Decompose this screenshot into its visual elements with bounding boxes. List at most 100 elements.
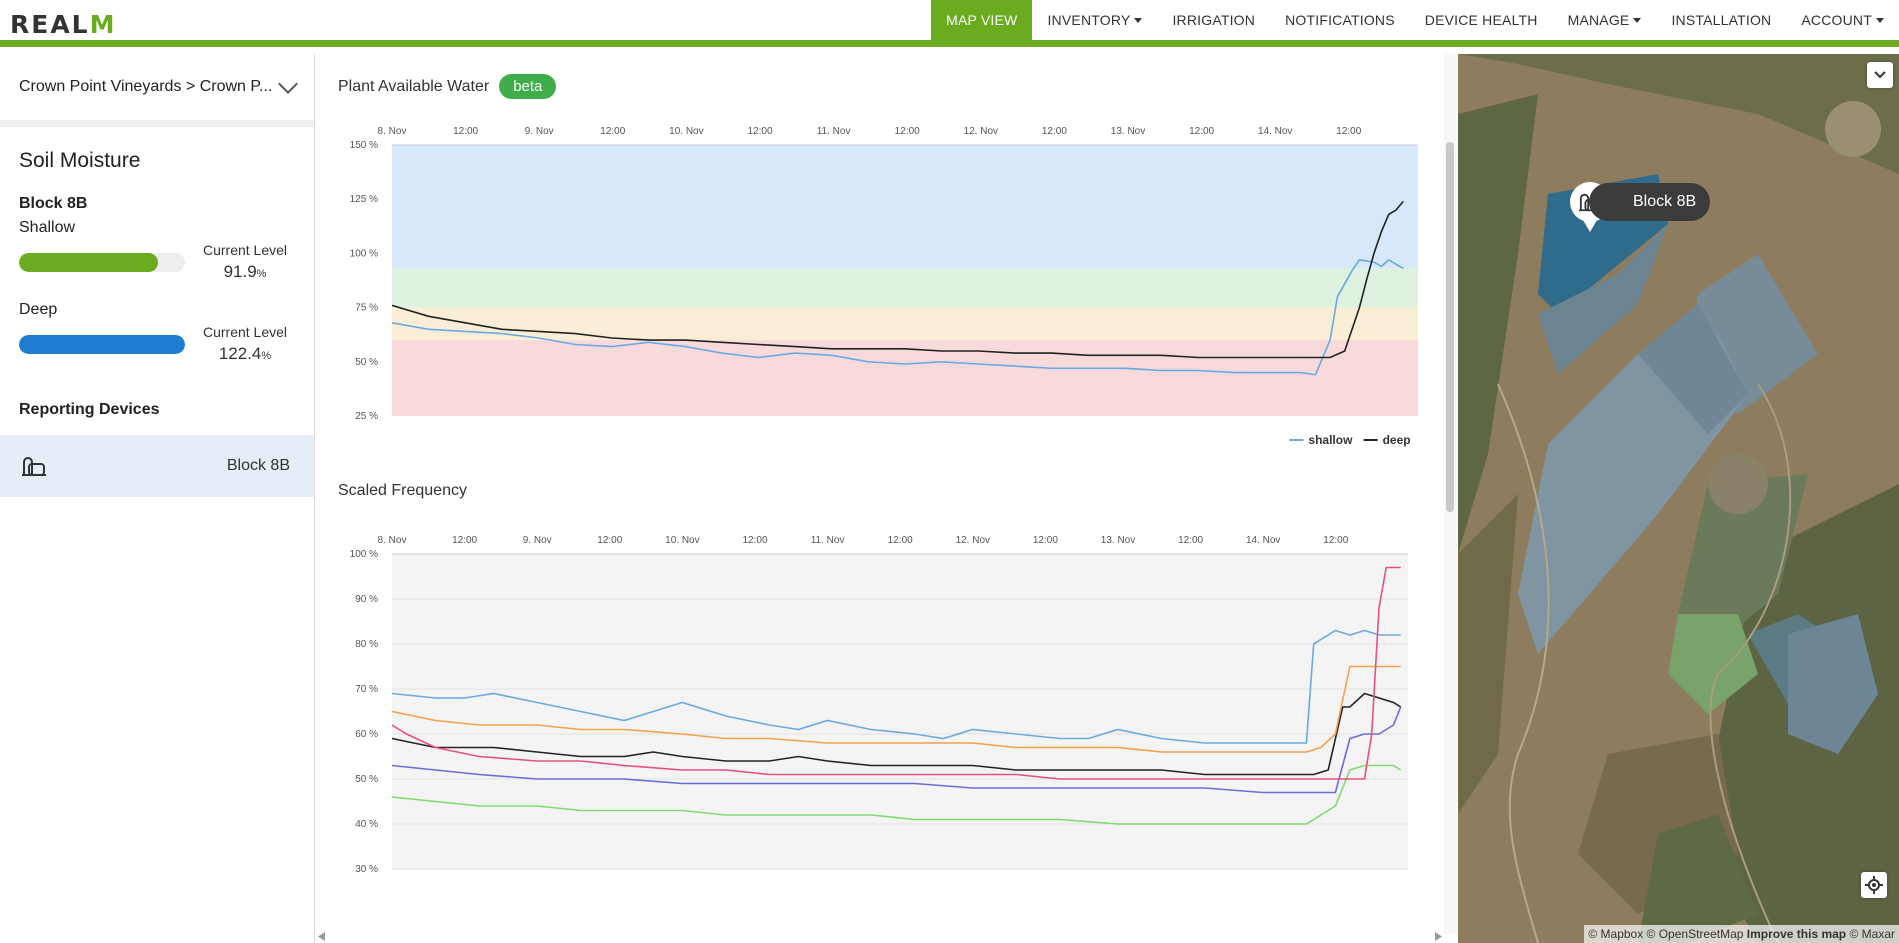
x-tick-label: 12:00 — [1323, 535, 1348, 546]
y-tick-label: 125 % — [350, 194, 378, 205]
nav-inventory[interactable]: INVENTORY — [1032, 0, 1157, 40]
logo-text: REAL — [10, 10, 90, 39]
nav-label: MANAGE — [1567, 12, 1630, 28]
series-line-3.9-inches — [391, 629, 1401, 744]
nav-irrigation[interactable]: IRRIGATION — [1157, 0, 1270, 40]
plot-background — [392, 554, 1408, 869]
satellite-map[interactable] — [1458, 54, 1899, 943]
x-tick-label: 12:00 — [747, 126, 772, 137]
farm-selector[interactable]: Crown Point Vineyards > Crown P... — [0, 54, 314, 127]
y-tick-label: 75 % — [355, 303, 378, 314]
x-tick-label: 11. Nov — [811, 535, 845, 546]
x-tick-label: 12:00 — [888, 535, 913, 546]
series-line-7.9-inches — [391, 692, 1402, 776]
scaled-frequency-title: Scaled Frequency — [338, 482, 467, 499]
shallow-level-row: Current Level 91.9% — [0, 237, 314, 287]
deep-level-bar — [19, 334, 185, 354]
horizontal-scrollbar[interactable] — [316, 930, 1444, 943]
scroll-right-arrow-icon[interactable] — [1435, 932, 1442, 941]
threshold-band — [392, 145, 1418, 269]
improve-map-link[interactable]: Improve this map — [1746, 927, 1847, 941]
vertical-scrollbar[interactable] — [1444, 54, 1457, 934]
reporting-devices-title: Reporting Devices — [19, 401, 160, 418]
charts-panel: Plant Available Water beta 150 % 125 % 100 … — [316, 54, 1457, 943]
shallow-level-box: Current Level 91.9% — [200, 242, 290, 282]
nav-installation[interactable]: INSTALLATION — [1656, 0, 1786, 40]
scrollbar-thumb[interactable] — [1446, 142, 1454, 512]
x-tick-label: 12:00 — [452, 535, 477, 546]
x-tick-label: 9. Nov — [525, 126, 554, 137]
x-tick-label: 12. Nov — [956, 535, 990, 546]
x-tick-label: 12:00 — [1033, 535, 1058, 546]
scroll-left-arrow-icon[interactable] — [318, 932, 325, 941]
deep-value: 122.4 — [218, 344, 262, 363]
paw-chart-title: Plant Available Water beta — [338, 74, 557, 99]
series-line-23.6-inches — [391, 706, 1402, 794]
nav-label: INSTALLATION — [1671, 12, 1772, 28]
x-tick-label: 14. Nov — [1246, 535, 1280, 546]
threshold-band — [392, 340, 1418, 416]
y-tick-label: 80 % — [355, 639, 378, 650]
x-tick-label: 13. Nov — [1101, 535, 1135, 546]
geolocate-button[interactable] — [1861, 872, 1887, 898]
x-tick-label: 12:00 — [453, 126, 478, 137]
caret-down-icon — [1134, 17, 1143, 23]
device-row[interactable]: Block 8B — [0, 435, 314, 497]
deep-label: Deep — [19, 301, 58, 318]
nav-label: IRRIGATION — [1172, 12, 1256, 28]
shallow-unit: % — [256, 268, 267, 280]
paw-title-text: Plant Available Water — [338, 78, 490, 95]
nav-label: INVENTORY — [1047, 12, 1131, 28]
chevron-down-icon[interactable] — [278, 74, 298, 94]
caret-down-icon — [1876, 17, 1884, 23]
sensor-device-icon — [22, 457, 46, 476]
y-tick-label: 50 % — [355, 357, 378, 368]
map-collapse-button[interactable] — [1867, 62, 1893, 88]
nav-account[interactable]: ACCOUNT — [1786, 0, 1899, 40]
shallow-label: Shallow — [19, 219, 76, 236]
shallow-level-fill — [19, 252, 159, 272]
deep-level-box: Current Level 122.4% — [200, 324, 290, 364]
nav-map-view[interactable]: MAP VIEW — [931, 0, 1033, 40]
x-tick-label: 12:00 — [742, 535, 767, 546]
nav-label: ACCOUNT — [1801, 12, 1872, 28]
legend-label: deep — [1383, 433, 1411, 447]
plant-available-water-chart[interactable]: 150 % 125 % 100 % 75 % 50 % 25 % 8. Nov 12:00 9.… — [316, 54, 1457, 474]
nav-manage[interactable]: MANAGE — [1553, 0, 1657, 40]
maxar-attribution[interactable]: © Maxar — [1849, 927, 1895, 941]
chevron-down-icon — [1874, 71, 1886, 79]
series-line-15.7-inches — [391, 665, 1401, 753]
y-tick-label: 150 % — [350, 140, 378, 151]
x-tick-label: 12:00 — [1042, 126, 1067, 137]
nav-notifications[interactable]: NOTIFICATIONS — [1270, 0, 1410, 40]
map-marker-label[interactable]: Block 8B — [1589, 183, 1711, 221]
series-line-31.5-inches — [391, 566, 1401, 780]
caret-down-icon — [1633, 17, 1642, 23]
shallow-current-level-label: Current Level — [202, 242, 288, 258]
x-tick-label: 12. Nov — [964, 126, 998, 137]
attribution-text[interactable]: © Mapbox © OpenStreetMap — [1588, 927, 1744, 941]
scaled-frequency-chart[interactable]: 100 % 90 % 80 % 70 % 60 % 50 % 40 % 30 % 8. Nov 1… — [316, 474, 1457, 934]
y-tick-label: 100 % — [350, 248, 378, 259]
deep-current-level-value: 122.4% — [200, 344, 290, 364]
nav-label: NOTIFICATIONS — [1285, 12, 1395, 28]
sidebar: Crown Point Vineyards > Crown P... Soil … — [0, 54, 315, 943]
x-tick-label: 12:00 — [1178, 535, 1203, 546]
deep-level-fill — [19, 334, 185, 354]
x-tick-label: 12:00 — [597, 535, 622, 546]
x-tick-label: 12:00 — [895, 126, 920, 137]
deep-level-row: Current Level 122.4% — [0, 319, 314, 369]
block-name: Block 8B — [19, 195, 88, 212]
threshold-band — [392, 307, 1418, 341]
beta-badge: beta — [499, 74, 557, 99]
x-tick-label: 8. Nov — [378, 126, 407, 137]
x-tick-label: 12:00 — [600, 126, 625, 137]
y-tick-label: 30 % — [355, 864, 378, 875]
shallow-value: 91.9 — [223, 262, 257, 281]
locate-icon — [1865, 876, 1883, 894]
realm-logo[interactable]: REALM — [10, 10, 117, 39]
device-name: Block 8B — [226, 457, 290, 474]
map-imagery — [1458, 54, 1899, 943]
top-navbar: REALM MAP VIEW INVENTORY IRRIGATION NOTIFIC… — [0, 0, 1899, 47]
nav-device-health[interactable]: DEVICE HEALTH — [1410, 0, 1553, 40]
